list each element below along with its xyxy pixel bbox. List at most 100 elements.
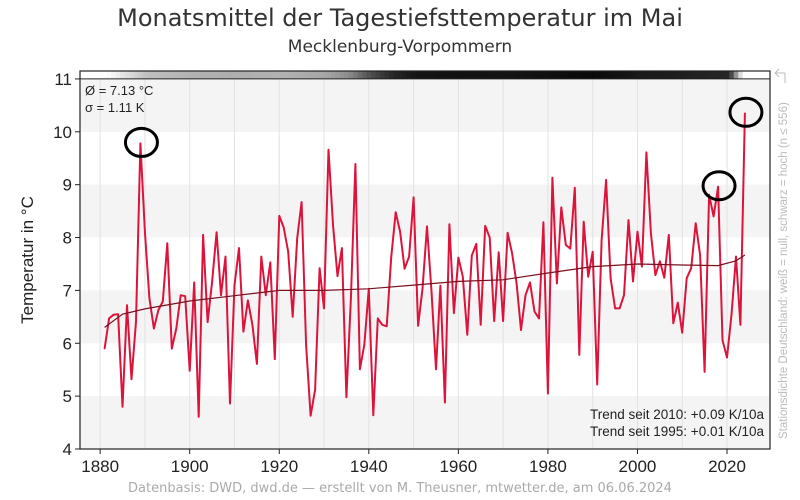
station-density-cell	[438, 71, 444, 79]
station-density-cell	[227, 71, 233, 79]
station-density-cell	[603, 71, 609, 79]
x-tick-label: 1920	[260, 457, 298, 476]
data-point	[426, 225, 428, 228]
data-point	[448, 223, 451, 226]
station-density-cell	[362, 71, 368, 79]
station-density-cell	[577, 71, 582, 79]
station-density-cell	[245, 71, 251, 79]
station-density-cell	[541, 71, 547, 79]
station-density-cell	[738, 71, 744, 79]
station-density-cell	[138, 71, 144, 79]
station-density-cell	[406, 71, 412, 79]
station-density-cell	[554, 71, 560, 79]
data-point	[273, 358, 276, 360]
grid-band	[80, 396, 770, 449]
station-density-cell	[433, 71, 439, 79]
station-density-cell	[559, 71, 565, 79]
data-point	[609, 277, 612, 280]
data-point	[717, 185, 719, 188]
data-point	[457, 256, 460, 259]
station-density-cell	[268, 71, 274, 79]
station-density-cell	[115, 71, 121, 79]
station-density-cell	[187, 71, 193, 79]
data-point	[323, 307, 325, 310]
data-point	[587, 275, 590, 278]
data-point	[251, 323, 254, 326]
x-tick-label: 2020	[708, 457, 746, 476]
data-point	[188, 369, 191, 372]
data-point	[502, 320, 504, 322]
station-density-cell	[147, 71, 153, 79]
station-density-cell	[339, 71, 345, 79]
data-point	[332, 224, 334, 226]
station-density-cell	[657, 71, 663, 79]
y-tick-label: 9	[63, 176, 72, 195]
station-density-cell	[236, 71, 242, 79]
station-density-cell	[80, 71, 85, 79]
station-density-cell	[375, 71, 381, 79]
data-point	[672, 322, 675, 324]
station-density-cell	[487, 71, 493, 79]
data-point	[694, 222, 697, 225]
station-density-cell	[178, 71, 184, 79]
series-line-monatsmittel	[103, 113, 746, 418]
chart-title: Monatsmittel der Tagestiefsttemperatur i…	[117, 4, 683, 32]
station-density-cell	[191, 71, 197, 79]
data-point	[390, 256, 392, 259]
data-point	[341, 247, 343, 249]
station-density-cell	[321, 71, 327, 79]
station-density-cell	[299, 71, 305, 79]
station-density-cell	[420, 71, 426, 79]
station-density-cell	[97, 71, 103, 79]
station-density-cell	[482, 71, 488, 79]
station-density-cell	[402, 71, 408, 79]
data-point	[229, 402, 231, 405]
data-point	[309, 414, 312, 417]
station-density-cell	[182, 71, 188, 79]
station-density-cell	[653, 71, 659, 79]
data-point	[144, 230, 146, 233]
data-point	[547, 392, 549, 395]
station-density-cell	[505, 71, 511, 79]
station-density-cell	[724, 71, 730, 79]
data-point	[511, 252, 513, 255]
footer-credits: Datenbasis: DWD, dwd.de — erstellt von M…	[128, 481, 672, 496]
data-point	[202, 234, 204, 236]
data-point	[372, 414, 375, 416]
data-point	[578, 354, 581, 356]
station-density-cell	[156, 71, 162, 79]
station-density-cell	[756, 71, 762, 79]
station-density-cell	[626, 71, 632, 79]
station-density-cell	[371, 71, 377, 79]
station-density-cell	[447, 71, 453, 79]
highlight-circle	[701, 170, 737, 202]
station-density-cell	[585, 71, 591, 79]
station-density-cell	[88, 71, 94, 79]
plot-frame	[79, 70, 771, 450]
data-point	[162, 300, 164, 303]
station-density-cell	[662, 71, 668, 79]
station-density-cell	[581, 71, 587, 79]
station-density-cell	[733, 71, 739, 79]
x-tick-label: 1940	[350, 457, 388, 476]
data-point	[291, 316, 294, 318]
data-point	[350, 297, 352, 300]
station-density-cell	[303, 71, 309, 79]
data-point	[744, 112, 746, 115]
station-density-cell	[397, 71, 403, 79]
station-density-cell	[411, 71, 417, 79]
data-point	[287, 251, 290, 253]
station-density-cell	[254, 71, 260, 79]
station-density-cell	[706, 71, 712, 79]
station-density-cell	[478, 71, 484, 79]
station-density-cell	[357, 71, 363, 79]
data-point	[314, 388, 316, 391]
data-point	[591, 251, 594, 253]
data-point	[654, 274, 657, 276]
data-point	[600, 239, 603, 241]
data-point	[542, 221, 545, 223]
station-density-cell	[460, 71, 466, 79]
data-point	[117, 313, 119, 315]
station-density-cell	[568, 71, 574, 79]
station-density-cell	[102, 71, 108, 79]
